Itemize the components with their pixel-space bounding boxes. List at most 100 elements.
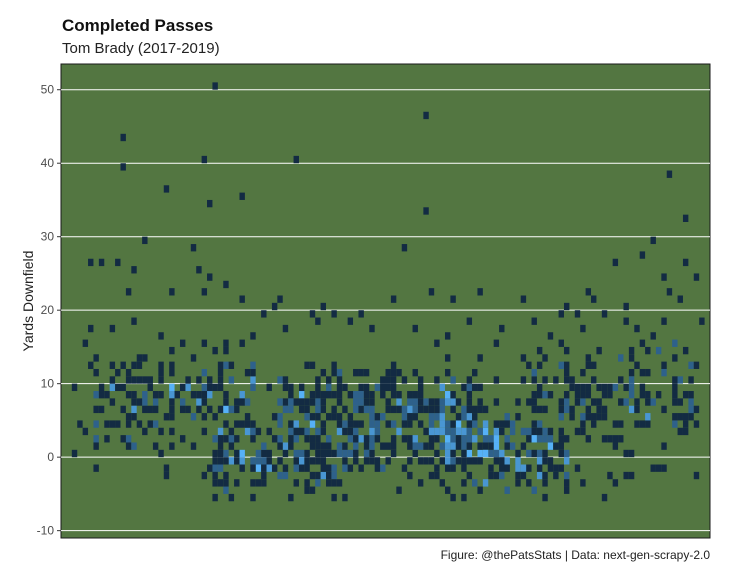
heatmap-cell	[526, 427, 532, 436]
heatmap-cell	[417, 420, 424, 428]
heatmap-cell	[682, 420, 689, 428]
heatmap-cell	[131, 391, 137, 399]
heatmap-cell	[228, 376, 235, 384]
heatmap-cell	[217, 435, 224, 443]
heatmap-cell	[412, 391, 418, 399]
heatmap-cell	[369, 413, 375, 421]
heatmap-cell	[574, 398, 581, 406]
heatmap-cell	[190, 442, 197, 450]
heatmap-cell	[407, 413, 413, 421]
heatmap-cell	[207, 464, 213, 472]
heatmap-cell	[688, 398, 694, 406]
heatmap-cell	[331, 413, 337, 421]
heatmap-cell	[331, 405, 337, 414]
heatmap-cell	[115, 420, 121, 428]
heatmap-cell	[563, 449, 570, 458]
heatmap-cell	[304, 361, 310, 369]
heatmap-cell	[315, 398, 321, 406]
heatmap-cell	[655, 391, 662, 399]
heatmap-cell	[125, 368, 132, 377]
heatmap-cell	[499, 457, 505, 465]
heatmap-cell	[423, 207, 429, 215]
heatmap-cell	[628, 471, 635, 480]
heatmap-cell	[645, 420, 651, 428]
heatmap-cell	[618, 420, 624, 428]
heatmap-cell	[515, 479, 521, 487]
heatmap-cell	[601, 493, 608, 502]
heatmap-cell	[639, 420, 646, 428]
heatmap-cell	[520, 376, 527, 384]
heatmap-cell	[326, 383, 332, 392]
heatmap-cell	[369, 457, 375, 465]
heatmap-cell	[147, 420, 153, 428]
heatmap-cell	[309, 457, 316, 465]
heatmap-cell	[634, 361, 640, 369]
heatmap-cell	[201, 288, 208, 296]
heatmap-cell	[223, 435, 229, 443]
heatmap-cell	[93, 435, 99, 443]
chart-subtitle: Tom Brady (2017-2019)	[62, 40, 220, 57]
heatmap-cell	[390, 420, 397, 428]
heatmap-cell	[109, 376, 116, 384]
heatmap-cell	[320, 427, 327, 436]
heatmap-cell	[125, 435, 132, 443]
heatmap-cell	[434, 427, 440, 436]
heatmap-cell	[255, 427, 262, 436]
heatmap-cell	[244, 420, 251, 428]
heatmap-cell	[504, 464, 510, 472]
heatmap-cell	[444, 354, 451, 362]
heatmap-cell	[574, 310, 581, 318]
heatmap-cell	[688, 413, 694, 421]
heatmap-cell	[147, 405, 153, 414]
heatmap-cell	[142, 391, 148, 399]
heatmap-cell	[580, 398, 586, 406]
heatmap-cell	[439, 420, 445, 428]
heatmap-cell	[152, 442, 159, 450]
heatmap-cell	[288, 493, 294, 502]
heatmap-cell	[526, 361, 532, 369]
heatmap-cell	[190, 391, 197, 399]
heatmap-cell	[120, 361, 126, 369]
heatmap-cell	[563, 457, 570, 465]
heatmap-cell	[169, 288, 175, 296]
heatmap-cell	[217, 457, 224, 465]
heatmap-cell	[504, 442, 510, 450]
heatmap-cell	[212, 435, 218, 443]
heatmap-cell	[482, 442, 489, 450]
y-tick-label: 10	[41, 377, 55, 391]
heatmap-cell	[109, 398, 116, 406]
heatmap-cell	[293, 464, 299, 472]
heatmap-cell	[358, 435, 364, 443]
heatmap-cell	[542, 391, 548, 399]
heatmap-cell	[293, 155, 299, 164]
heatmap-cell	[347, 420, 354, 428]
heatmap-cell	[363, 405, 370, 414]
heatmap-cell	[434, 413, 440, 421]
heatmap-cell	[288, 442, 294, 450]
heatmap-cell	[444, 442, 451, 450]
heatmap-cell	[115, 258, 121, 267]
heatmap-cell	[477, 442, 483, 450]
heatmap-cell	[261, 457, 267, 465]
heatmap-cell	[693, 361, 700, 369]
heatmap-cell	[472, 457, 478, 465]
heatmap-cell	[531, 405, 537, 414]
heatmap-cell	[82, 427, 89, 436]
heatmap-cell	[536, 383, 543, 392]
heatmap-cell	[428, 413, 435, 421]
heatmap-cell	[250, 383, 256, 392]
heatmap-cell	[234, 479, 240, 487]
heatmap-cell	[282, 398, 289, 406]
heatmap-cell	[612, 258, 619, 267]
heatmap-cell	[390, 449, 397, 458]
heatmap-cell	[509, 420, 516, 428]
heatmap-cell	[304, 449, 310, 458]
heatmap-cell	[688, 376, 694, 384]
heatmap-cell	[250, 420, 256, 428]
heatmap-cell	[417, 376, 424, 384]
heatmap-cell	[223, 398, 229, 406]
heatmap-cell	[320, 457, 327, 465]
heatmap-cell	[482, 427, 489, 436]
heatmap-cell	[515, 413, 521, 421]
heatmap-cell	[190, 413, 197, 421]
